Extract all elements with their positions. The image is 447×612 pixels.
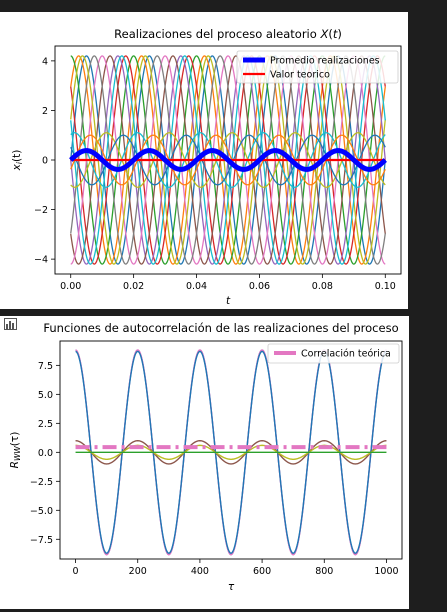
autocorrelation-chart-panel: 0 200 400 600 800 1000 −7.5 −5.0 −2.5 0.0 2.5 5.0 7.… (0, 316, 409, 609)
y-tick-label: 0 (42, 156, 48, 167)
x-axis-label: τ (228, 581, 235, 593)
y-axis-label: xi(t) (11, 150, 24, 172)
y-tick-label: −2.5 (30, 477, 53, 488)
x-tick-label: 800 (315, 566, 333, 577)
autocorrelation-chart: 0 200 400 600 800 1000 −7.5 −5.0 −2.5 0.0 2.5 5.0 7.… (9, 321, 403, 593)
realizations-chart: 0.00 0.02 0.04 0.06 0.08 0.10 −4 −2 0 2 4 Realizaci… (11, 27, 402, 307)
realization-line (70, 55, 386, 265)
y-tick-label: −4 (34, 255, 48, 266)
chart-output-icon[interactable] (4, 318, 17, 330)
legend-box (267, 343, 400, 364)
y-tick-label: 5.0 (38, 390, 53, 401)
realization-line (70, 132, 386, 188)
realization-line (70, 55, 386, 265)
y-axis-label: RWW(τ) (9, 432, 22, 469)
autocorrelation-lines (75, 349, 387, 556)
legend-box (236, 50, 399, 84)
x-tick-label: 0.08 (312, 281, 333, 292)
legend-label: Correlación teórica (301, 349, 391, 360)
chart-title: Realizaciones del proceso aleatorio X(t) (114, 27, 342, 41)
y-tick-label: 2 (42, 106, 48, 117)
x-tick-label: 0 (73, 566, 79, 577)
y-tick-label: −5.0 (30, 506, 53, 517)
x-tick-label: 1000 (374, 566, 398, 577)
y-tick-label: −2 (34, 205, 48, 216)
realization-line (70, 134, 386, 186)
title-part: t (333, 27, 338, 41)
autocorrelation-line (75, 350, 387, 554)
title-part: Realizaciones del proceso aleatorio (114, 27, 320, 41)
realization-line (70, 134, 386, 186)
autocorrelation-line (75, 440, 387, 465)
realization-line (70, 55, 386, 265)
realization-line (70, 132, 386, 188)
y-tick-label: 4 (42, 56, 48, 67)
average-line (69, 148, 387, 172)
y-tick-label: 0.0 (38, 448, 53, 459)
autocorrelation-line (75, 444, 387, 460)
title-part: ) (337, 27, 342, 41)
x-tick-label: 0.02 (123, 281, 144, 292)
x-tick-label: 400 (191, 566, 209, 577)
realizations-chart-panel: 0.00 0.02 0.04 0.06 0.08 0.10 −4 −2 0 2 4 Realizaci… (0, 12, 408, 309)
x-axis-label: t (226, 295, 231, 307)
x-tick-label: 600 (253, 566, 271, 577)
y-tick-label: 2.5 (38, 419, 53, 430)
x-tick-label: 0.06 (249, 281, 270, 292)
x-tick-label: 0.04 (186, 281, 207, 292)
legend-label: Promedio realizaciones (270, 56, 380, 67)
x-tick-label: 0.10 (375, 281, 396, 292)
title-part: ( (328, 27, 333, 41)
realizations-legend: Promedio realizaciones Valor teorico (236, 50, 399, 84)
y-tick-label: −7.5 (30, 535, 53, 546)
x-tick-label: 0.00 (60, 281, 81, 292)
realization-line (70, 55, 386, 265)
realizations-axes: 0.00 0.02 0.04 0.06 0.08 0.10 −4 −2 0 2 4 Realizaci… (11, 27, 402, 307)
autocorrelation-legend: Correlación teórica (267, 343, 400, 364)
legend-label: Valor teorico (270, 70, 330, 81)
plot-frame (59, 340, 403, 560)
chart-title: Funciones de autocorrelación de las real… (43, 321, 398, 335)
y-tick-label: 7.5 (38, 361, 53, 372)
autocorrelation-axes: 0 200 400 600 800 1000 −7.5 −5.0 −2.5 0.0 2.5 5.0 7.… (9, 321, 403, 593)
realization-line (70, 55, 386, 265)
average-series (69, 148, 387, 172)
title-part: X (319, 27, 329, 41)
x-tick-label: 200 (129, 566, 147, 577)
